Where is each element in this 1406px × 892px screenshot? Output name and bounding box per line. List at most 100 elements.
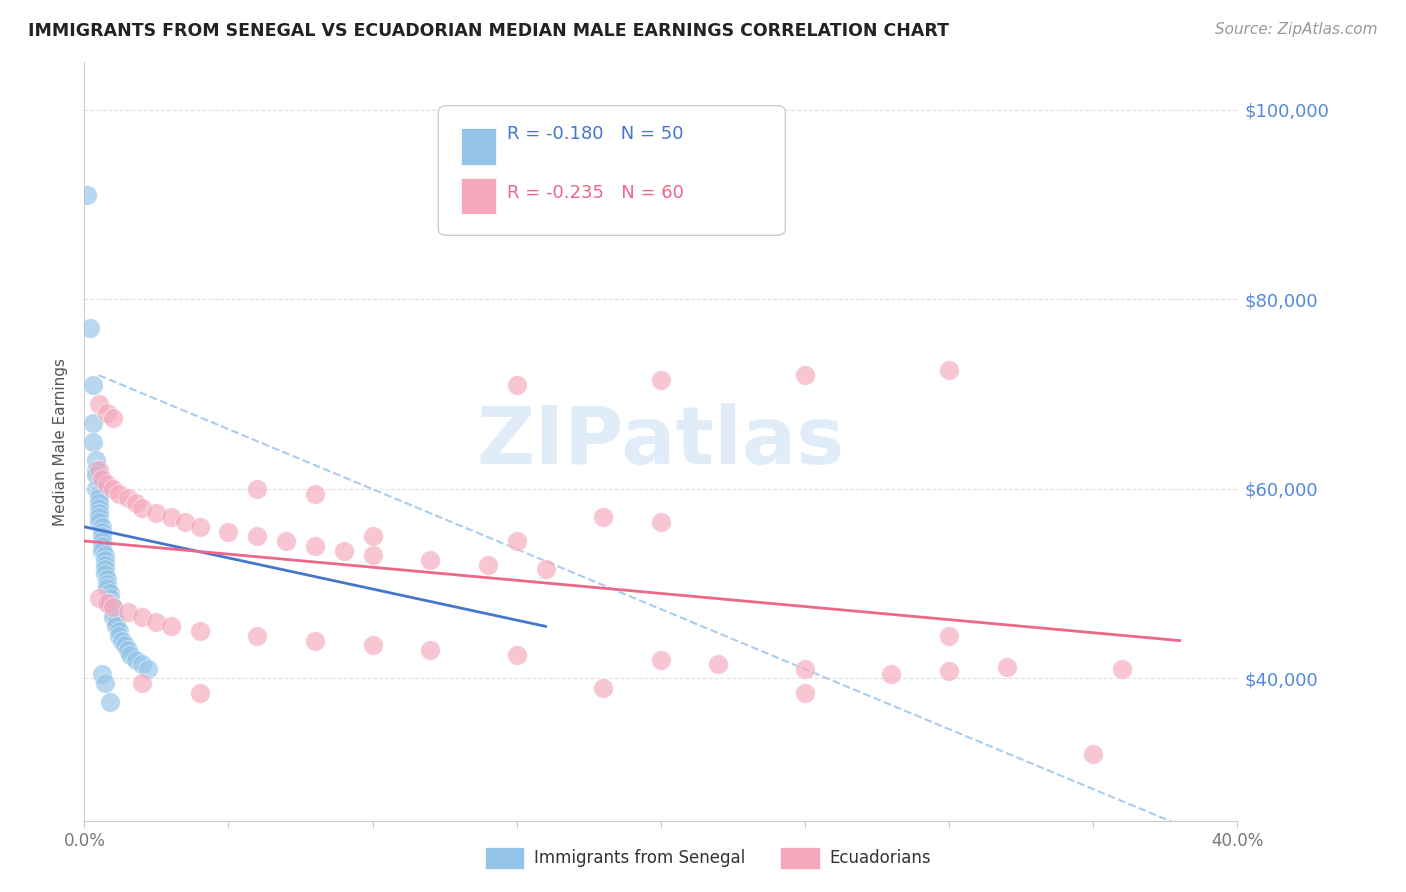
Point bbox=[131, 676, 153, 690]
Point bbox=[105, 619, 128, 633]
Point bbox=[96, 582, 118, 596]
Point bbox=[111, 633, 134, 648]
Point bbox=[103, 410, 124, 425]
Point bbox=[136, 662, 159, 676]
Point bbox=[87, 396, 110, 410]
Point bbox=[84, 463, 107, 477]
Point bbox=[117, 491, 139, 506]
Point bbox=[76, 188, 98, 202]
Point bbox=[534, 562, 557, 576]
Point bbox=[120, 648, 142, 662]
Point bbox=[125, 496, 148, 510]
Point bbox=[84, 453, 107, 467]
Point bbox=[880, 666, 903, 681]
Point bbox=[87, 500, 110, 515]
Point bbox=[304, 486, 326, 500]
Point bbox=[90, 534, 112, 549]
Point bbox=[361, 529, 384, 543]
Text: Source: ZipAtlas.com: Source: ZipAtlas.com bbox=[1215, 22, 1378, 37]
Point bbox=[938, 363, 960, 377]
Point bbox=[103, 600, 124, 615]
Point bbox=[145, 506, 167, 520]
Point bbox=[98, 591, 121, 605]
Point bbox=[93, 567, 115, 582]
Point bbox=[174, 515, 197, 529]
Point bbox=[96, 477, 118, 491]
Point bbox=[108, 486, 131, 500]
Point bbox=[98, 596, 121, 610]
Point bbox=[98, 586, 121, 600]
Point bbox=[108, 629, 131, 643]
Point bbox=[650, 652, 672, 666]
Point bbox=[87, 496, 110, 510]
Point bbox=[650, 515, 672, 529]
Point bbox=[90, 520, 112, 534]
Point bbox=[87, 515, 110, 529]
Point bbox=[90, 666, 112, 681]
Point bbox=[93, 548, 115, 563]
Point bbox=[333, 543, 356, 558]
Point bbox=[87, 463, 110, 477]
Point bbox=[125, 652, 148, 666]
Point bbox=[246, 629, 269, 643]
Point bbox=[419, 553, 441, 567]
Point bbox=[90, 539, 112, 553]
Point bbox=[117, 643, 139, 657]
Point bbox=[131, 657, 153, 672]
Point bbox=[84, 467, 107, 482]
Point bbox=[96, 406, 118, 420]
Point bbox=[87, 491, 110, 506]
Text: Immigrants from Senegal: Immigrants from Senegal bbox=[534, 849, 745, 867]
Point bbox=[131, 610, 153, 624]
Point bbox=[90, 473, 112, 487]
Bar bbox=[461, 128, 496, 165]
Point bbox=[82, 434, 104, 449]
Point bbox=[794, 368, 817, 383]
Point bbox=[188, 520, 211, 534]
Point bbox=[506, 534, 529, 549]
Point bbox=[938, 629, 960, 643]
Point bbox=[188, 686, 211, 700]
Point bbox=[117, 605, 139, 619]
Point bbox=[131, 500, 153, 515]
Point bbox=[105, 615, 128, 629]
Point bbox=[304, 539, 326, 553]
Point bbox=[114, 638, 136, 652]
Point bbox=[90, 543, 112, 558]
Point bbox=[477, 558, 499, 572]
Point bbox=[82, 377, 104, 392]
Point bbox=[1083, 747, 1105, 762]
Point bbox=[276, 534, 298, 549]
Point bbox=[87, 486, 110, 500]
Point bbox=[246, 529, 269, 543]
Point bbox=[90, 529, 112, 543]
Point bbox=[96, 576, 118, 591]
Point bbox=[246, 482, 269, 496]
Point bbox=[96, 572, 118, 586]
Point bbox=[103, 482, 124, 496]
Point bbox=[87, 591, 110, 605]
Point bbox=[145, 615, 167, 629]
Point bbox=[93, 676, 115, 690]
Point bbox=[93, 553, 115, 567]
Text: ZIPatlas: ZIPatlas bbox=[477, 402, 845, 481]
Point bbox=[103, 600, 124, 615]
Point bbox=[87, 510, 110, 524]
Point bbox=[103, 610, 124, 624]
Point bbox=[188, 624, 211, 639]
Point bbox=[592, 510, 614, 524]
Point bbox=[218, 524, 240, 539]
Point bbox=[84, 482, 107, 496]
Point bbox=[794, 686, 817, 700]
Point bbox=[938, 664, 960, 678]
Text: IMMIGRANTS FROM SENEGAL VS ECUADORIAN MEDIAN MALE EARNINGS CORRELATION CHART: IMMIGRANTS FROM SENEGAL VS ECUADORIAN ME… bbox=[28, 22, 949, 40]
Bar bbox=[461, 178, 496, 214]
FancyBboxPatch shape bbox=[439, 105, 786, 235]
Text: R = -0.180   N = 50: R = -0.180 N = 50 bbox=[508, 126, 683, 144]
Point bbox=[995, 660, 1018, 674]
Point bbox=[93, 558, 115, 572]
Point bbox=[650, 373, 672, 387]
Y-axis label: Median Male Earnings: Median Male Earnings bbox=[53, 358, 69, 525]
Point bbox=[794, 662, 817, 676]
Point bbox=[361, 548, 384, 563]
